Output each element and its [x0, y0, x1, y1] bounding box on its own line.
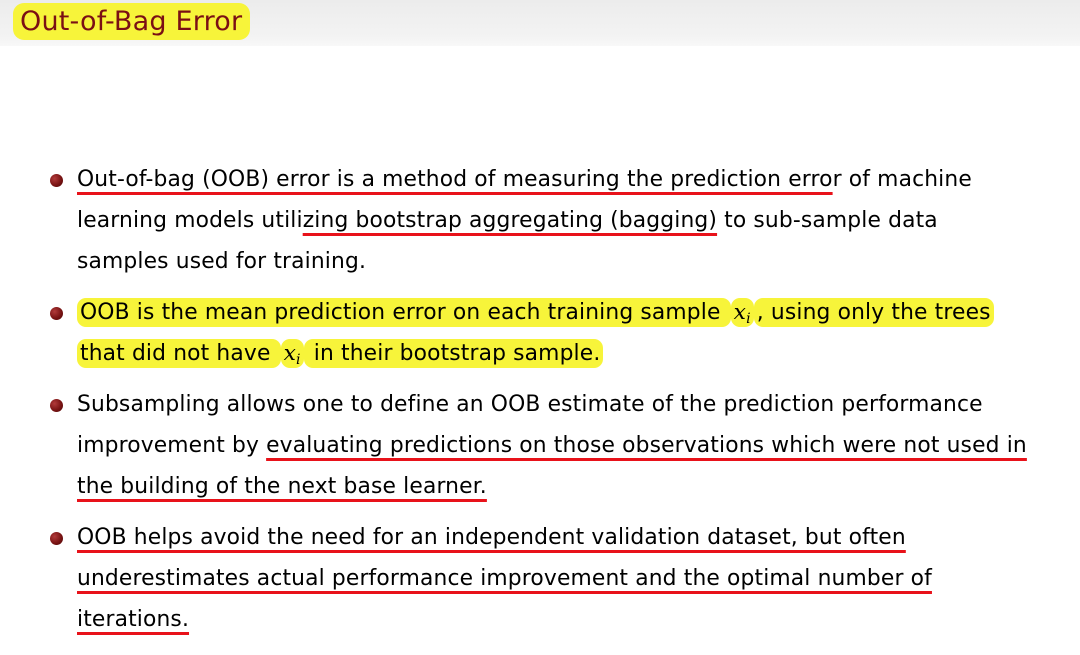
- text-line: iterations.: [77, 599, 189, 640]
- plain-text: Subsampling allows one to define an OOB …: [77, 392, 983, 417]
- text-line: learning models utilizing bootstrap aggr…: [77, 200, 938, 241]
- highlighted-text: , using only the trees: [753, 298, 994, 327]
- text-line: improvement by evaluating predictions on…: [77, 425, 1027, 466]
- text-line: Out-of-bag (OOB) error is a method of me…: [77, 159, 972, 200]
- highlighted-text: in their bootstrap sample.: [303, 339, 604, 368]
- plain-text: learning models utili: [77, 208, 303, 233]
- plain-text: improvement by: [77, 433, 267, 458]
- plain-text: samples used for training.: [77, 249, 367, 274]
- title-bar: Out-of-Bag Error: [0, 0, 1080, 46]
- text-line: OOB is the mean prediction error on each…: [77, 292, 994, 333]
- plain-text: to sub-sample data: [717, 208, 938, 233]
- text-line: Subsampling allows one to define an OOB …: [77, 384, 983, 425]
- math-variable: xi: [280, 339, 304, 368]
- highlighted-text: that did not have: [77, 339, 281, 368]
- underlined-text: iterations.: [77, 607, 190, 632]
- underlined-text: underestimates actual performance improv…: [77, 566, 932, 591]
- text-line: the building of the next base learner.: [77, 466, 487, 507]
- text-line: samples used for training.: [77, 241, 366, 282]
- bullet-icon: [50, 174, 63, 187]
- bullet-icon: [50, 532, 63, 545]
- underlined-text: Out-of-bag (OOB) error is a method of me…: [77, 167, 833, 192]
- underlined-text: OOB helps avoid the need for an independ…: [77, 525, 906, 550]
- underlined-text: evaluating predictions on those observat…: [266, 433, 1027, 458]
- highlighted-text: OOB is the mean prediction error on each…: [77, 298, 731, 327]
- bullet-icon: [50, 399, 63, 412]
- underlined-text: the building of the next base learner.: [77, 474, 487, 499]
- text-line: underestimates actual performance improv…: [77, 558, 932, 599]
- bullet-icon: [50, 307, 63, 320]
- underlined-text: zing bootstrap aggregating (bagging): [302, 208, 718, 233]
- text-line: that did not have xi in their bootstrap …: [77, 333, 604, 374]
- slide-title: Out-of-Bag Error: [13, 3, 251, 40]
- text-line: OOB helps avoid the need for an independ…: [77, 517, 906, 558]
- math-variable: xi: [730, 298, 754, 327]
- plain-text: r of machine: [832, 167, 972, 192]
